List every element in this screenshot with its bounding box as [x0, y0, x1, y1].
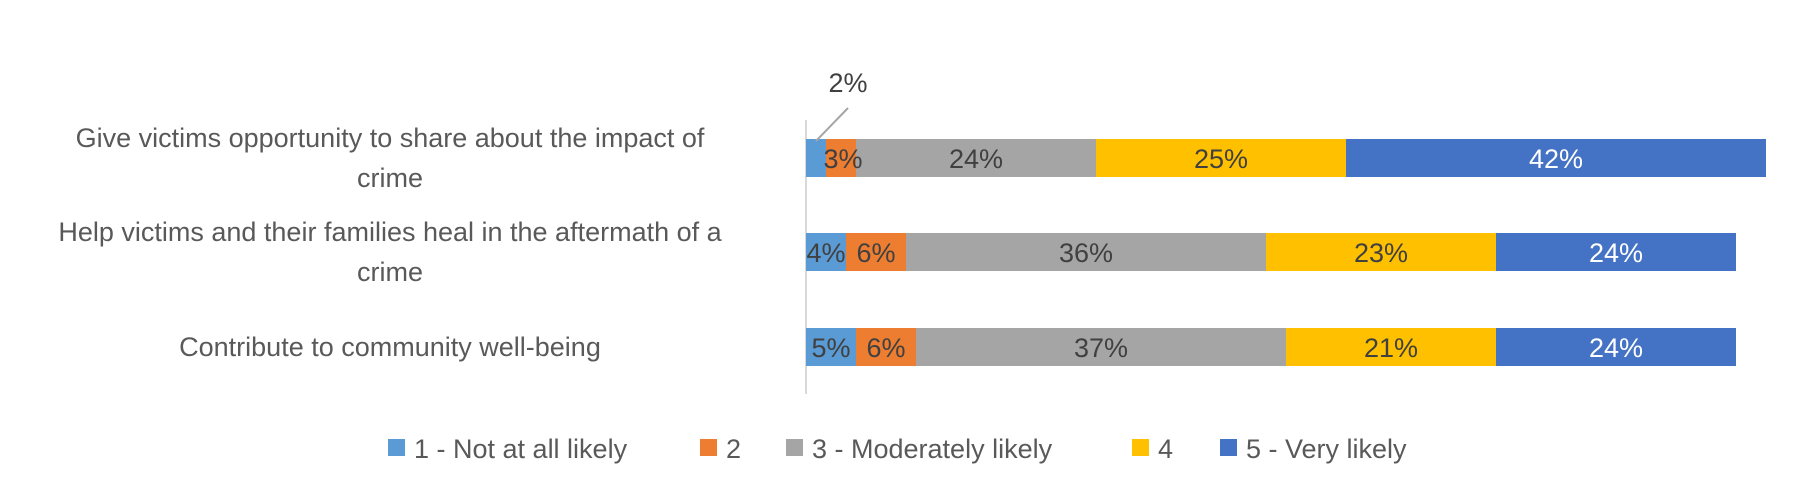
bar-segment [846, 233, 906, 271]
data-label: 6% [856, 238, 895, 268]
legend-label: 2 [726, 434, 741, 464]
data-label: 2% [828, 68, 867, 98]
data-label: 24% [1589, 333, 1643, 363]
bar-segment [856, 139, 1096, 177]
bar-segment [806, 233, 846, 271]
bar-segment [1496, 233, 1736, 271]
legend-label: 3 - Moderately likely [812, 434, 1053, 464]
bar-segment [856, 328, 916, 366]
data-label: 3% [823, 144, 862, 174]
data-label: 25% [1194, 144, 1248, 174]
bar-segment [906, 233, 1266, 271]
legend-label: 1 - Not at all likely [414, 434, 628, 464]
bar-segment [1496, 328, 1736, 366]
data-label: 42% [1529, 144, 1583, 174]
bar-segment [806, 139, 826, 177]
data-label: 24% [1589, 238, 1643, 268]
data-label: 6% [866, 333, 905, 363]
bar-segment [1286, 328, 1496, 366]
bar-segment [806, 328, 856, 366]
bar-segment [826, 139, 856, 177]
category-label: Give victims opportunity to share about … [76, 123, 705, 153]
leader-line [815, 107, 849, 142]
bar-segment [916, 328, 1286, 366]
legend-label: 4 [1158, 434, 1173, 464]
legend-swatch [388, 439, 405, 456]
category-label: Contribute to community well-being [179, 332, 601, 362]
legend-label: 5 - Very likely [1246, 434, 1407, 464]
legend-swatch [1220, 439, 1237, 456]
legend-swatch [786, 439, 803, 456]
legend-swatch [700, 439, 717, 456]
category-label: crime [357, 163, 423, 193]
bar-segment [1096, 139, 1346, 177]
data-label: 4% [806, 238, 845, 268]
bar-segment [1346, 139, 1766, 177]
data-label: 21% [1364, 333, 1418, 363]
category-label: crime [357, 257, 423, 287]
data-label: 37% [1074, 333, 1128, 363]
data-label: 24% [949, 144, 1003, 174]
data-label: 36% [1059, 238, 1113, 268]
bar-segment [1266, 233, 1496, 271]
category-label: Help victims and their families heal in … [58, 217, 722, 247]
data-label: 5% [811, 333, 850, 363]
legend-swatch [1132, 439, 1149, 456]
data-label: 23% [1354, 238, 1408, 268]
